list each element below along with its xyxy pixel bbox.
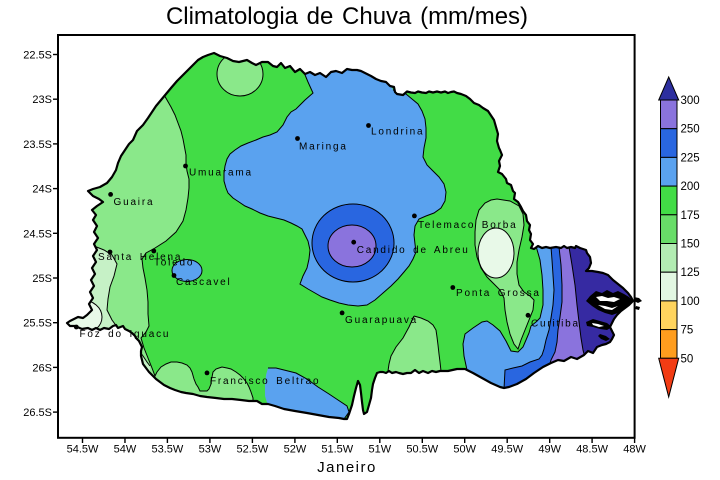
svg-text:Maringa: Maringa [299, 142, 348, 153]
svg-text:Francisco Beltrao: Francisco Beltrao [210, 376, 320, 387]
svg-text:48.5W: 48.5W [576, 444, 608, 456]
svg-text:Curitiba: Curitiba [531, 318, 580, 329]
svg-text:50.5W: 50.5W [406, 444, 438, 456]
svg-text:54W: 54W [114, 444, 137, 456]
svg-text:Umuarama: Umuarama [189, 168, 253, 179]
svg-text:24.5S: 24.5S [23, 228, 52, 240]
svg-text:Guarapuava: Guarapuava [345, 315, 418, 326]
svg-text:150: 150 [681, 239, 700, 251]
svg-text:Ponta Grossa: Ponta Grossa [456, 288, 541, 299]
svg-text:51W: 51W [368, 444, 391, 456]
svg-text:48W: 48W [623, 444, 646, 456]
svg-text:225: 225 [681, 152, 700, 164]
svg-text:Climatologia de Chuva (mm/mes): Climatologia de Chuva (mm/mes) [166, 3, 528, 30]
svg-text:25S: 25S [32, 273, 52, 285]
svg-text:100: 100 [681, 296, 700, 308]
svg-text:53W: 53W [199, 444, 222, 456]
svg-text:25.5S: 25.5S [23, 318, 52, 330]
svg-text:Janeiro: Janeiro [317, 459, 377, 476]
svg-text:26S: 26S [32, 362, 52, 374]
svg-text:49.5W: 49.5W [491, 444, 523, 456]
svg-text:22.5S: 22.5S [23, 50, 52, 62]
svg-text:54.5W: 54.5W [67, 444, 99, 456]
svg-text:51.5W: 51.5W [321, 444, 353, 456]
svg-text:52W: 52W [284, 444, 307, 456]
svg-text:175: 175 [681, 210, 700, 222]
svg-text:75: 75 [681, 325, 694, 337]
svg-text:49W: 49W [538, 444, 561, 456]
svg-text:Santa Helena: Santa Helena [98, 252, 182, 263]
svg-text:125: 125 [681, 267, 700, 279]
svg-text:Londrina: Londrina [371, 127, 424, 138]
svg-text:52.5W: 52.5W [237, 444, 269, 456]
svg-text:Telemaco Borba: Telemaco Borba [418, 220, 517, 231]
svg-text:Guaira: Guaira [114, 197, 155, 208]
svg-text:24S: 24S [32, 184, 52, 196]
svg-text:26.5S: 26.5S [23, 407, 52, 419]
svg-text:50W: 50W [453, 444, 476, 456]
svg-text:53.5W: 53.5W [152, 444, 184, 456]
svg-text:Cascavel: Cascavel [176, 277, 232, 288]
svg-text:300: 300 [681, 95, 700, 107]
svg-text:250: 250 [681, 124, 700, 136]
svg-text:200: 200 [681, 181, 700, 193]
svg-text:23S: 23S [32, 94, 52, 106]
svg-text:50: 50 [681, 353, 694, 365]
svg-text:Foz do Iguacu: Foz do Iguacu [80, 329, 171, 340]
svg-text:23.5S: 23.5S [23, 139, 52, 151]
svg-text:Toledo: Toledo [154, 258, 194, 269]
svg-text:Candido de Abreu: Candido de Abreu [357, 245, 470, 256]
